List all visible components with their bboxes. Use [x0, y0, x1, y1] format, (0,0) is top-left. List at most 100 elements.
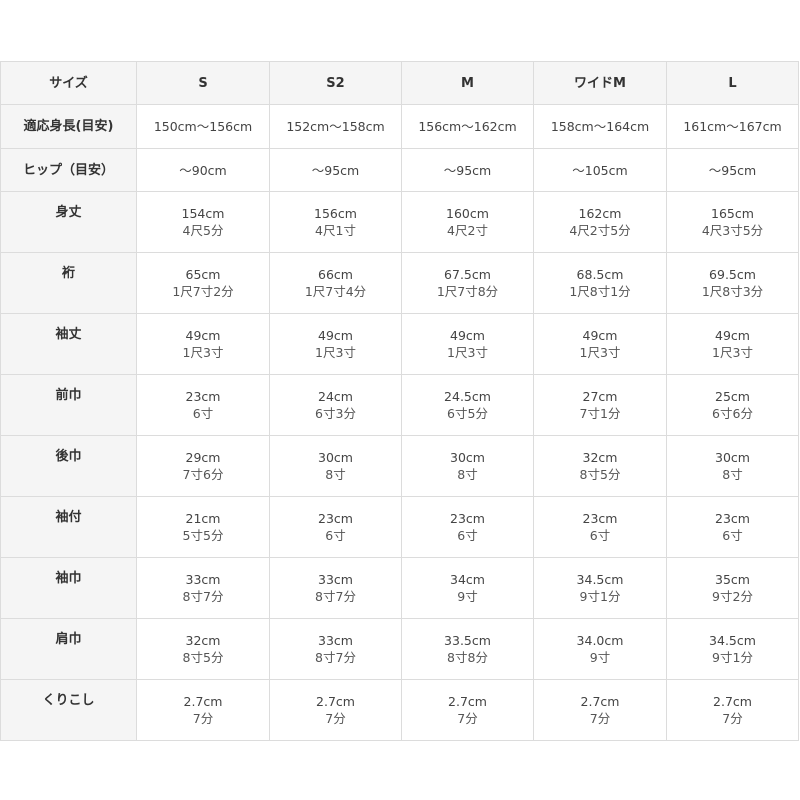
table-cell: 27cm 7寸1分	[533, 374, 667, 436]
cell-value-cm: 34.0cm	[576, 633, 624, 648]
cell-value-shaku: 9寸1分	[579, 589, 621, 604]
header-label-size: サイズ	[0, 61, 137, 105]
cell-value-cm: 161cm〜167cm	[683, 119, 782, 134]
cell-value-cm: 66cm	[318, 267, 353, 282]
cell-value-cm: 23cm	[185, 389, 221, 404]
cell-value-cm: 〜105cm	[572, 162, 628, 178]
cell-value-cm: 67.5cm	[444, 267, 491, 282]
header-size-column: ワイドM	[533, 61, 667, 105]
cell-value-shaku: 8寸7分	[315, 589, 356, 604]
table-cell: 24.5cm 6寸5分	[401, 374, 534, 436]
table-row: 袖丈 49cm 1尺3寸 49cm 1尺3寸 49cm 1尺3寸 49cm 1尺3寸 49cm 1尺…	[0, 313, 799, 375]
size-table: サイズ S S2 M ワイドM L 適応身長(目安) 150cm〜156cm 152cm〜158…	[0, 61, 799, 741]
cell-value-cm: 32cm	[582, 450, 618, 465]
cell-value-cm: 〜95cm	[708, 162, 757, 178]
cell-value-shaku: 8寸5分	[182, 650, 224, 665]
cell-value-shaku: 1尺3寸	[579, 345, 621, 360]
table-cell: 67.5cm 1尺7寸8分	[401, 252, 534, 314]
cell-value-cm: 21cm	[185, 511, 221, 526]
cell-value-shaku: 1尺3寸	[182, 345, 224, 360]
cell-value-shaku: 6寸	[457, 528, 478, 543]
table-cell: 23cm 6寸	[666, 496, 799, 558]
cell-value-cm: 30cm	[715, 450, 750, 465]
cell-value-cm: 23cm	[318, 511, 353, 526]
table-cell: 160cm 4尺2寸	[401, 191, 534, 253]
cell-value-cm: 49cm	[450, 328, 485, 343]
header-size-column: S	[136, 61, 270, 105]
row-label: 肩巾	[0, 618, 137, 680]
cell-value-shaku: 8寸7分	[182, 589, 224, 604]
cell-value-shaku: 1尺3寸	[315, 345, 356, 360]
cell-value-cm: 23cm	[450, 511, 485, 526]
cell-value-cm: 33cm	[318, 572, 353, 587]
cell-value-cm: 49cm	[185, 328, 221, 343]
table-row: 袖巾 33cm 8寸7分 33cm 8寸7分 34cm 9寸 34.5cm 9寸1分 35cm 9寸…	[0, 557, 799, 619]
cell-value-cm: 152cm〜158cm	[286, 119, 385, 134]
header-size-column: S2	[269, 61, 402, 105]
cell-value-cm: 2.7cm	[448, 694, 487, 709]
cell-value-shaku: 7分	[325, 711, 346, 726]
table-cell: 33cm 8寸7分	[269, 557, 402, 619]
table-cell: 23cm 6寸	[401, 496, 534, 558]
table-row: 後巾 29cm 7寸6分 30cm 8寸 30cm 8寸 32cm 8寸5分 30cm 8寸	[0, 435, 799, 497]
cell-value-cm: 2.7cm	[183, 694, 223, 709]
header-size-column: M	[401, 61, 534, 105]
cell-value-shaku: 6寸	[589, 528, 611, 543]
cell-value-cm: 49cm	[318, 328, 353, 343]
table-row: 前巾 23cm 6寸 24cm 6寸3分 24.5cm 6寸5分 27cm 7寸1分 25cm 6寸…	[0, 374, 799, 436]
cell-value-shaku: 1尺7寸8分	[436, 284, 499, 299]
table-cell: 32cm 8寸5分	[533, 435, 667, 497]
table-cell: 165cm 4尺3寸5分	[666, 191, 799, 253]
cell-value-shaku: 6寸6分	[712, 406, 753, 421]
table-cell: 〜95cm	[269, 148, 402, 192]
cell-value-shaku: 4尺2寸5分	[569, 223, 631, 238]
cell-value-cm: 162cm	[578, 206, 622, 221]
table-cell: 49cm 1尺3寸	[666, 313, 799, 375]
cell-value-shaku: 7分	[457, 711, 478, 726]
table-cell: 49cm 1尺3寸	[136, 313, 270, 375]
cell-value-shaku: 1尺8寸1分	[569, 284, 631, 299]
cell-value-cm: 68.5cm	[576, 267, 624, 282]
row-label: 袖巾	[0, 557, 137, 619]
row-label: 後巾	[0, 435, 137, 497]
row-label: 身丈	[0, 191, 137, 253]
cell-value-cm: 2.7cm	[580, 694, 620, 709]
table-cell: 2.7cm 7分	[401, 679, 534, 741]
cell-value-cm: 〜95cm	[311, 162, 360, 178]
cell-value-cm: 49cm	[715, 328, 750, 343]
size-table-body: サイズ S S2 M ワイドM L 適応身長(目安) 150cm〜156cm 152cm〜158…	[0, 61, 799, 741]
row-label: 袖付	[0, 496, 137, 558]
table-cell: 35cm 9寸2分	[666, 557, 799, 619]
cell-value-shaku: 1尺3寸	[712, 345, 753, 360]
table-cell: 2.7cm 7分	[666, 679, 799, 741]
cell-value-shaku: 6寸	[325, 528, 346, 543]
table-cell: 30cm 8寸	[269, 435, 402, 497]
table-cell: 49cm 1尺3寸	[401, 313, 534, 375]
table-cell: 152cm〜158cm	[269, 104, 402, 149]
table-cell: 25cm 6寸6分	[666, 374, 799, 436]
row-label: 適応身長(目安)	[0, 104, 137, 149]
cell-value-shaku: 4尺3寸5分	[701, 223, 764, 238]
header-row: サイズ S S2 M ワイドM L	[0, 61, 799, 105]
cell-value-cm: 2.7cm	[316, 694, 355, 709]
cell-value-shaku: 7分	[589, 711, 611, 726]
table-cell: 23cm 6寸	[533, 496, 667, 558]
table-cell: 2.7cm 7分	[269, 679, 402, 741]
table-cell: 32cm 8寸5分	[136, 618, 270, 680]
row-label: ヒップ（目安）	[0, 148, 137, 192]
cell-value-shaku: 4尺1寸	[315, 223, 356, 238]
cell-value-cm: 156cm〜162cm	[418, 119, 517, 134]
cell-value-shaku: 6寸	[192, 406, 214, 421]
cell-value-cm: 30cm	[318, 450, 353, 465]
table-cell: 158cm〜164cm	[533, 104, 667, 149]
cell-value-shaku: 6寸5分	[447, 406, 488, 421]
row-label: 袖丈	[0, 313, 137, 375]
cell-value-cm: 165cm	[711, 206, 754, 221]
cell-value-cm: 24.5cm	[444, 389, 491, 404]
cell-value-shaku: 7寸6分	[182, 467, 224, 482]
cell-value-shaku: 1尺7寸4分	[304, 284, 367, 299]
cell-value-shaku: 6寸	[722, 528, 743, 543]
table-row: 適応身長(目安) 150cm〜156cm 152cm〜158cm 156cm〜162c…	[0, 104, 799, 149]
table-cell: 49cm 1尺3寸	[269, 313, 402, 375]
cell-value-shaku: 9寸	[457, 589, 478, 604]
